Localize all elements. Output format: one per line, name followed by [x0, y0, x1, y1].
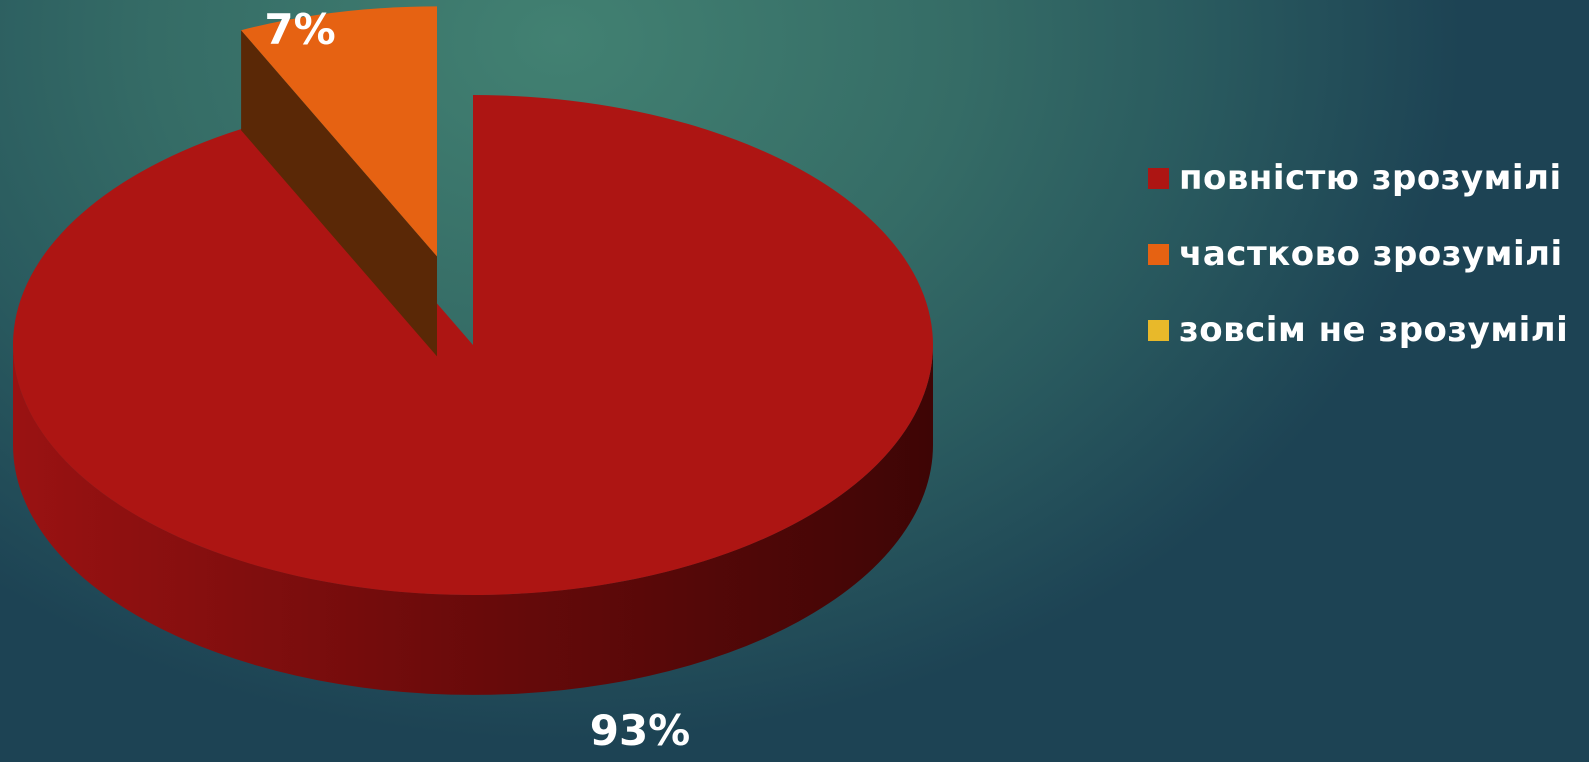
legend-item-fully-understood: повністю зрозумілі	[1148, 158, 1568, 198]
legend-label: повністю зрозумілі	[1179, 158, 1562, 198]
data-label-fully-understood: 93%	[590, 706, 691, 755]
pie-slice-partially-understood	[241, 6, 438, 357]
pie-slice-top	[12, 95, 933, 595]
legend-swatch	[1148, 167, 1169, 189]
legend-swatch	[1148, 243, 1169, 265]
legend-item-partially-understood: частково зрозумілі	[1148, 234, 1568, 274]
data-label-partially-understood: 7%	[264, 5, 335, 54]
legend-swatch	[1148, 319, 1169, 341]
legend-label: зовсім не зрозумілі	[1179, 310, 1569, 350]
legend-label: частково зрозумілі	[1179, 234, 1563, 274]
pie-slice-side	[13, 345, 933, 695]
chart-legend: повністю зрозумілі частково зрозумілі зо…	[1148, 158, 1568, 386]
pie-slice-top	[241, 6, 438, 257]
pie-slice-side	[241, 30, 438, 357]
legend-item-not-understood: зовсім не зрозумілі	[1148, 310, 1568, 350]
pie-slice-fully-understood	[12, 95, 933, 695]
